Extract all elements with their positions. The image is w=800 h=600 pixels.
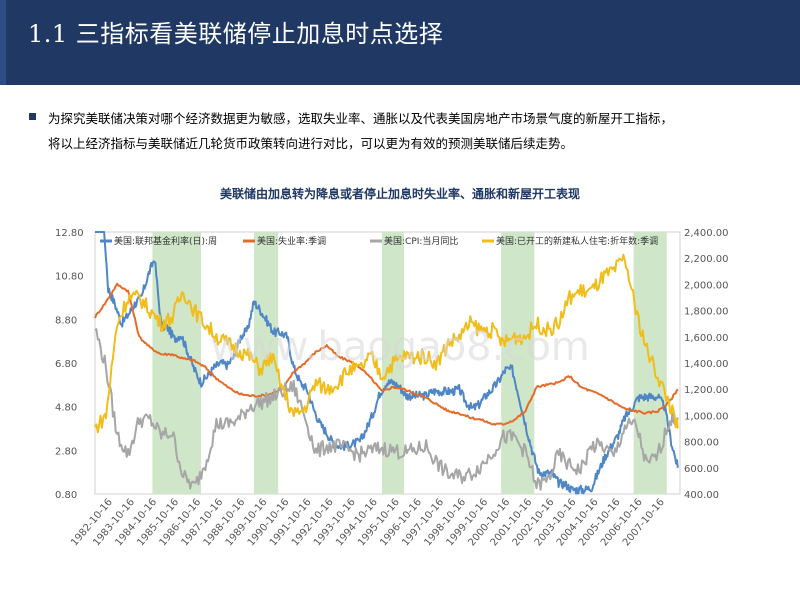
y-left-tick-label: 10.80 [55, 272, 84, 283]
intro-line-2: 将以上经济指标与美联储近几轮货币政策转向进行对比，可以更为有效的预测美联储后续走… [48, 136, 574, 151]
y-right-tick-label: 2,200.00 [684, 254, 729, 265]
legend-label: 美国:失业率:季调 [257, 235, 326, 247]
legend-label: 美国:已开工的新建私人住宅:折年数:季调 [496, 235, 658, 247]
legend-label: 美国:CPI:当月同比 [384, 235, 458, 247]
chart-title: 美联储由加息转为降息或者停止加息时失业率、通胀和新屋开工表现 [219, 187, 580, 201]
y-left-tick-label: 0.80 [55, 490, 77, 501]
y-right-tick-label: 1,400.00 [684, 359, 729, 370]
y-left-tick-label: 6.80 [55, 359, 77, 370]
bullet-icon [29, 113, 36, 120]
series-line-0 [94, 231, 679, 495]
y-right-tick-label: 800.00 [684, 438, 719, 449]
y-left-tick-label: 8.80 [55, 315, 77, 326]
y-left-tick-label: 12.80 [55, 228, 84, 239]
watermark-text: www.baogao8.com [210, 324, 590, 370]
y-left-tick-label: 2.80 [55, 446, 77, 457]
y-right-tick-label: 2,000.00 [684, 280, 729, 291]
page-title: 1.1 三指标看美联储停止加息时点选择 [28, 20, 444, 48]
series-line-2 [94, 328, 679, 491]
legend-label: 美国:联邦基金利率(日):周 [114, 235, 217, 247]
y-right-tick-label: 600.00 [684, 464, 719, 475]
intro-paragraph: 为探究美联储决策对哪个经济数据更为敏感，选取失业率、通胀以及代表美国房地产市场景… [48, 106, 783, 156]
series-line-3 [94, 253, 679, 434]
shaded-period-3 [501, 232, 535, 494]
y-right-tick-label: 1,200.00 [684, 385, 729, 396]
header-bar: 1.1 三指标看美联储停止加息时点选择 [0, 0, 800, 85]
y-right-tick-label: 2,400.00 [684, 228, 729, 239]
y-right-tick-label: 1,000.00 [684, 411, 729, 422]
shaded-period-4 [633, 232, 667, 494]
y-left-tick-label: 4.80 [55, 403, 77, 414]
series-line-1 [94, 282, 679, 426]
header-accent [0, 0, 6, 85]
y-right-tick-label: 1,800.00 [684, 307, 729, 318]
y-right-tick-label: 1,600.00 [684, 333, 729, 344]
y-right-tick-label: 400.00 [684, 490, 719, 501]
intro-line-1: 为探究美联储决策对哪个经济数据更为敏感，选取失业率、通胀以及代表美国房地产市场景… [48, 111, 674, 126]
